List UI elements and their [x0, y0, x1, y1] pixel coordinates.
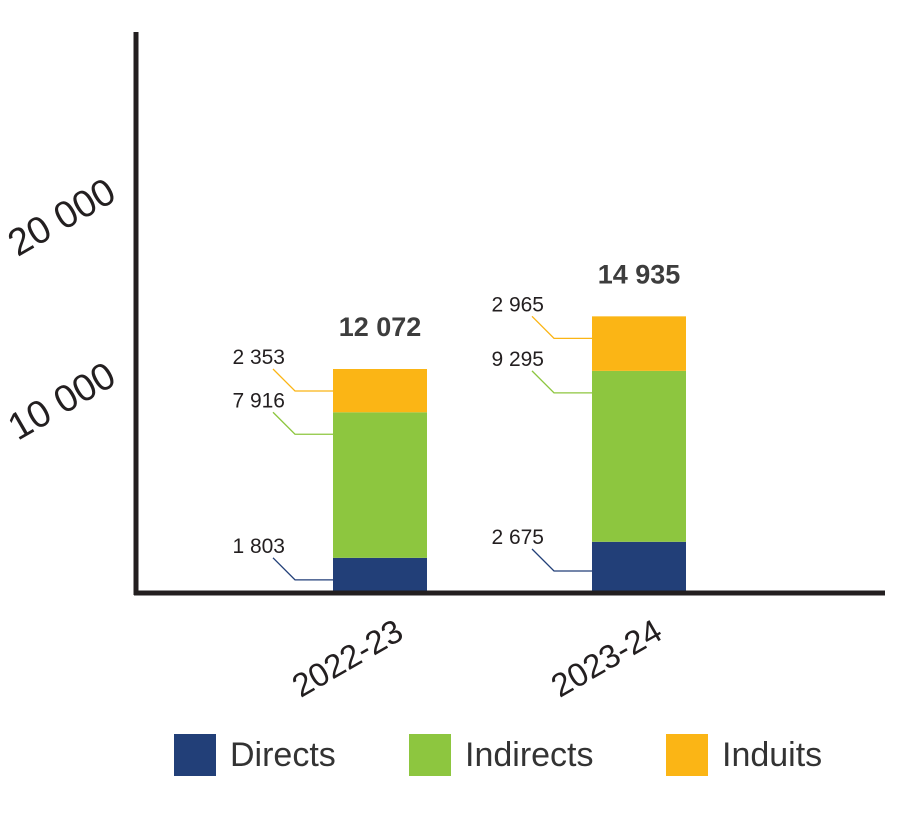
x-tick-label: 2022-23	[286, 612, 409, 705]
bar-segment-directs[interactable]	[333, 557, 427, 591]
value-label: 1 803	[232, 535, 285, 558]
bar-segment-indirects[interactable]	[333, 412, 427, 558]
leader-line	[272, 368, 333, 392]
y-tick-label: 10 000	[1, 354, 123, 448]
bar-segment-directs[interactable]	[592, 541, 686, 591]
bar-segment-induits[interactable]	[333, 369, 427, 413]
total-label: 14 935	[598, 259, 681, 289]
legend-item-indirects[interactable]: Indirects	[409, 730, 594, 780]
leader-line	[531, 548, 592, 572]
legend-label-induits: Induits	[722, 735, 823, 774]
x-tick-label: 2023-24	[545, 612, 668, 705]
leader-line	[531, 370, 592, 394]
value-label: 9 295	[491, 348, 544, 371]
value-label: 7 916	[232, 389, 285, 412]
stacked-bar-chart: 10 000 20 000 1 803 7 916 2 353 2 675 9 295 2 …	[1, 32, 885, 705]
bar-segment-induits[interactable]	[592, 316, 686, 371]
legend-label-indirects: Indirects	[465, 735, 594, 774]
leader-line	[272, 411, 333, 435]
legend-label-directs: Directs	[230, 735, 336, 774]
legend-swatch-indirects	[409, 734, 451, 776]
legend-item-induits[interactable]: Induits	[666, 730, 822, 780]
legend-swatch-directs	[174, 734, 216, 776]
y-tick-label: 20 000	[1, 171, 123, 265]
legend-item-directs[interactable]: Directs	[174, 730, 336, 780]
value-label: 2 353	[232, 346, 285, 369]
value-label: 2 675	[491, 526, 544, 549]
total-label: 12 072	[339, 312, 422, 342]
value-label: 2 965	[491, 293, 544, 316]
legend-swatch-induits	[666, 734, 708, 776]
leader-line	[531, 315, 592, 340]
leader-line	[272, 557, 333, 581]
chart-legend: Directs Indirects Induits	[0, 730, 908, 790]
bar-segment-indirects[interactable]	[592, 370, 686, 542]
